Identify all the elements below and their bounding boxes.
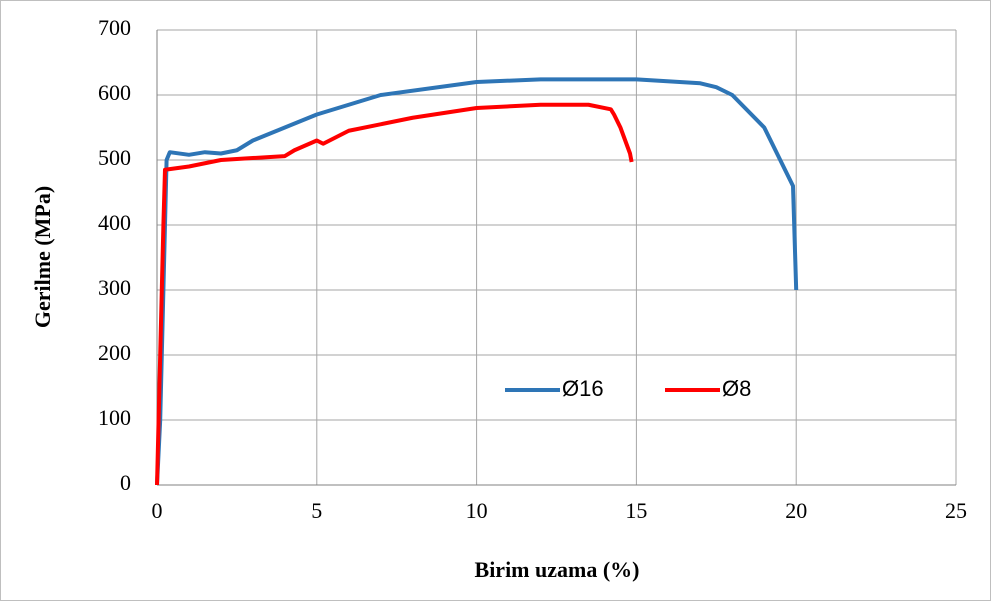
series-line (155, 77, 799, 486)
y-tick-label: 0 (120, 470, 131, 495)
x-tick-label: 20 (785, 498, 807, 523)
y-tick-label: 400 (98, 210, 131, 235)
y-tick-label: 700 (98, 15, 131, 40)
y-axis-label: Gerilme (MPa) (30, 186, 55, 328)
x-tick-label: 15 (625, 498, 647, 523)
legend-label: Ø16 (562, 376, 604, 401)
y-tick-label: 100 (98, 405, 131, 430)
series-line (155, 102, 634, 486)
x-axis-label: Birim uzama (%) (475, 557, 640, 582)
legend-label: Ø8 (722, 376, 751, 401)
x-tick-label: 5 (311, 498, 322, 523)
x-tick-label: 0 (152, 498, 163, 523)
x-tick-label: 25 (945, 498, 967, 523)
y-tick-label: 200 (98, 340, 131, 365)
y-tick-label: 600 (98, 80, 131, 105)
y-tick-label: 500 (98, 145, 131, 170)
y-tick-label: 300 (98, 275, 131, 300)
x-tick-label: 10 (466, 498, 488, 523)
